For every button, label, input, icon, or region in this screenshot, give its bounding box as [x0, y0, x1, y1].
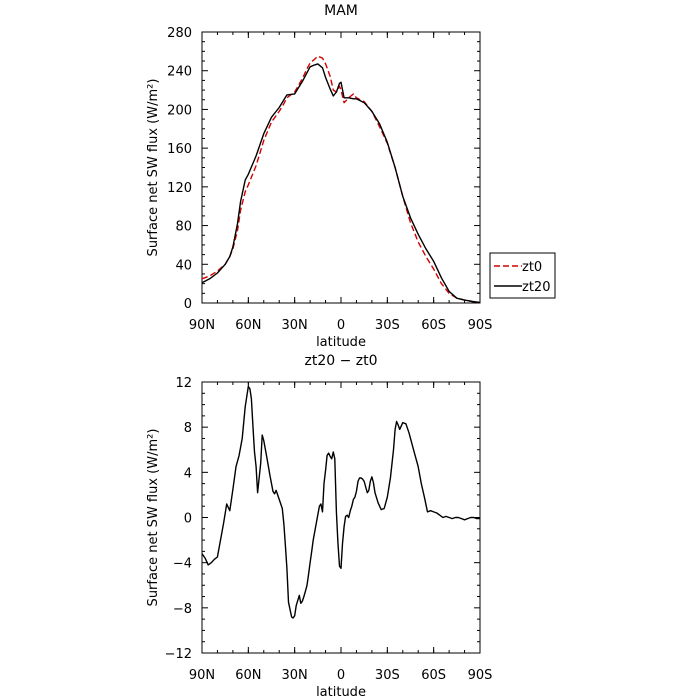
chart-title: MAM: [324, 3, 358, 19]
x-tick-label: 0: [337, 668, 345, 683]
y-tick-label: 80: [175, 220, 192, 235]
series-line-zt20: [201, 63, 481, 304]
x-axis-label: latitude: [316, 335, 366, 350]
y-tick-label: 160: [167, 142, 192, 157]
y-tick-label: 40: [175, 258, 192, 273]
y-tick-label: 240: [167, 65, 192, 80]
top-chart-panel: MAM 90N 60N 30N 0 30S 60S 90S 0 40 80 120 160 200 240 2…: [146, 3, 492, 350]
series-line-series-0: [201, 385, 480, 619]
x-tick-label: 60N: [235, 318, 261, 333]
series-line-zt0: [201, 55, 481, 304]
bottom-chart-panel: zt20 − zt0 90N 60N 30N 0 30S 60S 90S −12 −8 −4 0 4 8 1…: [146, 353, 492, 700]
legend-label-zt0: zt0: [522, 260, 542, 275]
x-tick-label: 30S: [375, 668, 400, 683]
y-tick-label: 8: [184, 421, 192, 436]
y-tick-label: 120: [167, 181, 192, 196]
y-tick-label: −8: [173, 602, 192, 617]
y-axis-label: Surface net SW flux (W/m²): [146, 429, 161, 607]
y-tick-label: 200: [167, 103, 192, 118]
y-tick-label: −12: [165, 647, 192, 662]
x-tick-label: 90S: [468, 668, 493, 683]
legend-box: [489, 252, 556, 299]
x-tick-label: 60S: [421, 668, 446, 683]
x-tick-label: 90S: [468, 318, 493, 333]
y-axis-label: Surface net SW flux (W/m²): [146, 79, 161, 257]
x-tick-label: 30N: [282, 318, 308, 333]
y-tick-label: 0: [184, 297, 192, 312]
y-tick-label: 0: [184, 512, 192, 527]
y-tick-label: −4: [173, 557, 192, 572]
x-tick-label: 60S: [421, 318, 446, 333]
y-tick-label: 280: [167, 26, 192, 41]
y-tick-label: 4: [184, 466, 192, 481]
legend: zt0 zt20: [489, 252, 556, 299]
x-tick-label: 0: [337, 318, 345, 333]
x-axis-label: latitude: [316, 685, 366, 700]
x-tick-label: 30N: [282, 668, 308, 683]
y-tick-label: 12: [175, 376, 192, 391]
x-tick-label: 60N: [235, 668, 261, 683]
legend-label-zt20: zt20: [522, 280, 550, 295]
plot-frame: [201, 31, 481, 304]
chart-title: zt20 − zt0: [304, 353, 377, 369]
x-tick-label: 90N: [189, 668, 215, 683]
x-tick-label: 30S: [375, 318, 400, 333]
x-tick-label: 90N: [189, 318, 215, 333]
